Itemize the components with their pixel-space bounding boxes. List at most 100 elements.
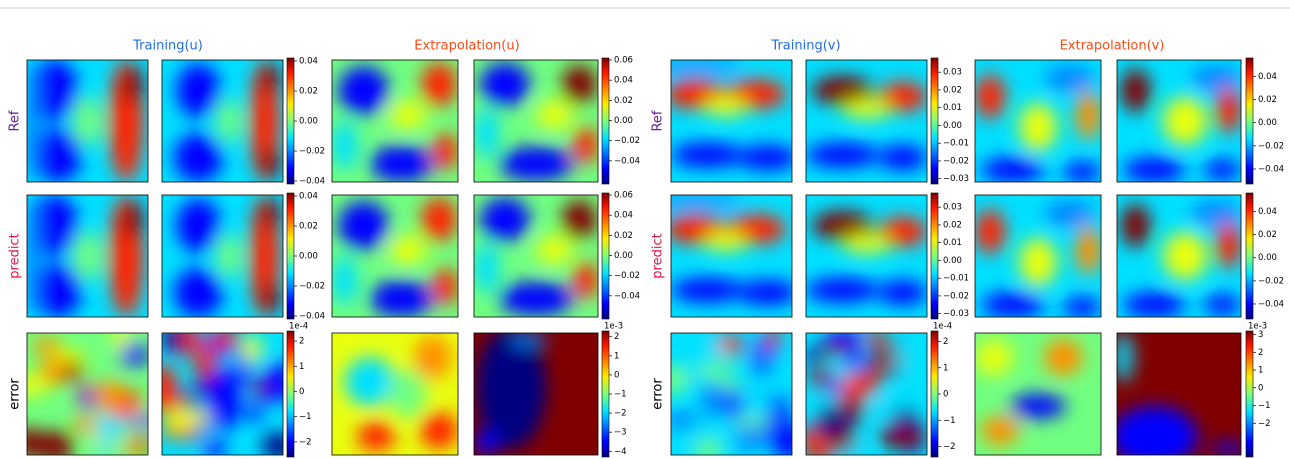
colorbar-tick-label: −3 <box>614 428 627 438</box>
heatmap-blob <box>370 145 433 182</box>
heatmap <box>147 324 299 459</box>
heatmap-blob <box>804 348 828 361</box>
heatmap-blob <box>174 133 222 182</box>
colorbar-tick-label: 3 <box>1258 330 1263 340</box>
heatmap-blob <box>975 75 1005 119</box>
colorbar-offset-label: 1e-3 <box>1248 322 1267 332</box>
heatmap-blob <box>573 262 598 299</box>
heatmap-blob <box>73 97 102 146</box>
heatmap <box>332 195 458 317</box>
colorbar-tick-label: 0.02 <box>943 85 962 95</box>
colorbar-tick-label: 2 <box>943 337 948 347</box>
colorbar-tick-label: −1 <box>1258 401 1271 411</box>
heatmap-blob <box>738 145 799 169</box>
colorbar-tick-label: 0.06 <box>614 56 633 66</box>
colorbar-tick-label: −0.04 <box>1258 299 1284 309</box>
heatmap <box>474 327 598 455</box>
heatmap-blob <box>124 201 143 238</box>
heatmap-blob <box>177 199 221 253</box>
heatmap-blob <box>79 391 95 407</box>
colorbar-tick-label: 1 <box>299 362 304 372</box>
heatmap-blob <box>420 412 458 449</box>
colorbar-tick-label: 0.02 <box>614 231 633 241</box>
heatmap-blob <box>206 439 225 459</box>
heatmap-blob <box>827 416 844 430</box>
heatmap <box>975 333 1101 455</box>
heatmap <box>1117 60 1241 182</box>
heatmap-blob <box>245 404 263 421</box>
colorbar-tick-label: −1 <box>614 390 627 400</box>
colorbar-tick-label: −0.02 <box>943 291 969 301</box>
heatmap <box>474 60 598 182</box>
heatmap-blob <box>826 330 861 343</box>
colorbar <box>931 58 938 184</box>
heatmap-blob <box>708 414 729 427</box>
colorbar-tick-label: −2 <box>943 442 956 452</box>
heatmap-blob <box>33 263 81 317</box>
colorbar-tick-label: −2 <box>299 437 312 447</box>
heatmap-blob <box>216 99 240 143</box>
colorbar-tick-label: 0 <box>299 387 304 397</box>
heatmap-blob <box>879 145 927 169</box>
heatmap-blob <box>64 362 81 380</box>
heatmap-blob <box>261 64 280 93</box>
heatmap-blob <box>704 97 748 117</box>
heatmap-blob <box>1063 162 1101 182</box>
heatmap-blob <box>474 431 499 455</box>
colorbar-tick-label: 0.04 <box>614 76 633 86</box>
heatmap-blob <box>261 284 280 313</box>
colorbar-tick-label: 0.04 <box>299 57 318 67</box>
heatmap <box>647 60 798 182</box>
colorbar-tick-label: 0.00 <box>1258 118 1277 128</box>
heatmap-blob <box>264 377 300 401</box>
colorbar-tick-label: 0.00 <box>1258 253 1277 263</box>
heatmap-blob <box>975 339 1013 376</box>
heatmap-blob <box>1204 160 1241 180</box>
panel-title: Training(u) <box>132 39 203 54</box>
colorbar <box>287 331 294 457</box>
heatmap-blob <box>433 133 458 170</box>
heatmap-blob <box>511 333 548 345</box>
colorbar-tick-label: −0.04 <box>614 156 640 166</box>
heatmap <box>806 60 927 182</box>
heatmap-blob <box>1044 66 1094 90</box>
heatmap-blob <box>889 352 927 366</box>
heatmap-blob <box>73 232 102 281</box>
colorbar-tick-label: 2 <box>299 337 304 347</box>
heatmap-blob <box>751 356 770 378</box>
heatmap-blob <box>1121 69 1151 113</box>
colorbar-tick-label: 0.06 <box>614 191 633 201</box>
colorbar-tick-label: 0.04 <box>1258 207 1277 217</box>
heatmap-blob <box>699 385 735 405</box>
colorbar-tick-label: 0.00 <box>943 256 962 266</box>
row-label: error <box>651 378 666 410</box>
heatmap-blob <box>474 109 499 158</box>
colorbar-offset-label: 1e-4 <box>933 322 952 332</box>
colorbar-tick-label: −0.04 <box>299 312 325 322</box>
heatmap-blob <box>1163 232 1208 281</box>
colorbar-tick-label: 0.02 <box>299 222 318 232</box>
heatmap-blob <box>647 195 744 207</box>
heatmap-blob <box>806 278 879 302</box>
colorbar-tick-label: 0.02 <box>614 96 633 106</box>
colorbar-tick-label: −1 <box>943 416 956 426</box>
heatmap-blob <box>370 280 433 317</box>
row-label: predict <box>651 233 666 278</box>
heatmap-blob <box>879 280 927 304</box>
heatmap-blob <box>1216 219 1241 268</box>
heatmap-blob <box>414 335 452 379</box>
heatmap-blob <box>1019 103 1057 152</box>
heatmap-blob <box>1019 238 1057 287</box>
heatmap-blob <box>830 361 849 380</box>
colorbar-tick-label: 0.02 <box>943 220 962 230</box>
heatmap-blob <box>26 195 41 317</box>
heatmap-blob <box>1123 158 1185 182</box>
heatmap-blob <box>241 335 262 362</box>
heatmap-blob <box>124 439 145 456</box>
colorbar-tick-label: 0.00 <box>299 117 318 127</box>
heatmap-blob <box>1044 339 1082 376</box>
heatmap <box>332 60 458 182</box>
heatmap-blob <box>148 366 177 387</box>
colorbar-tick-label: 0.01 <box>943 103 962 113</box>
heatmap-blob <box>94 415 125 439</box>
